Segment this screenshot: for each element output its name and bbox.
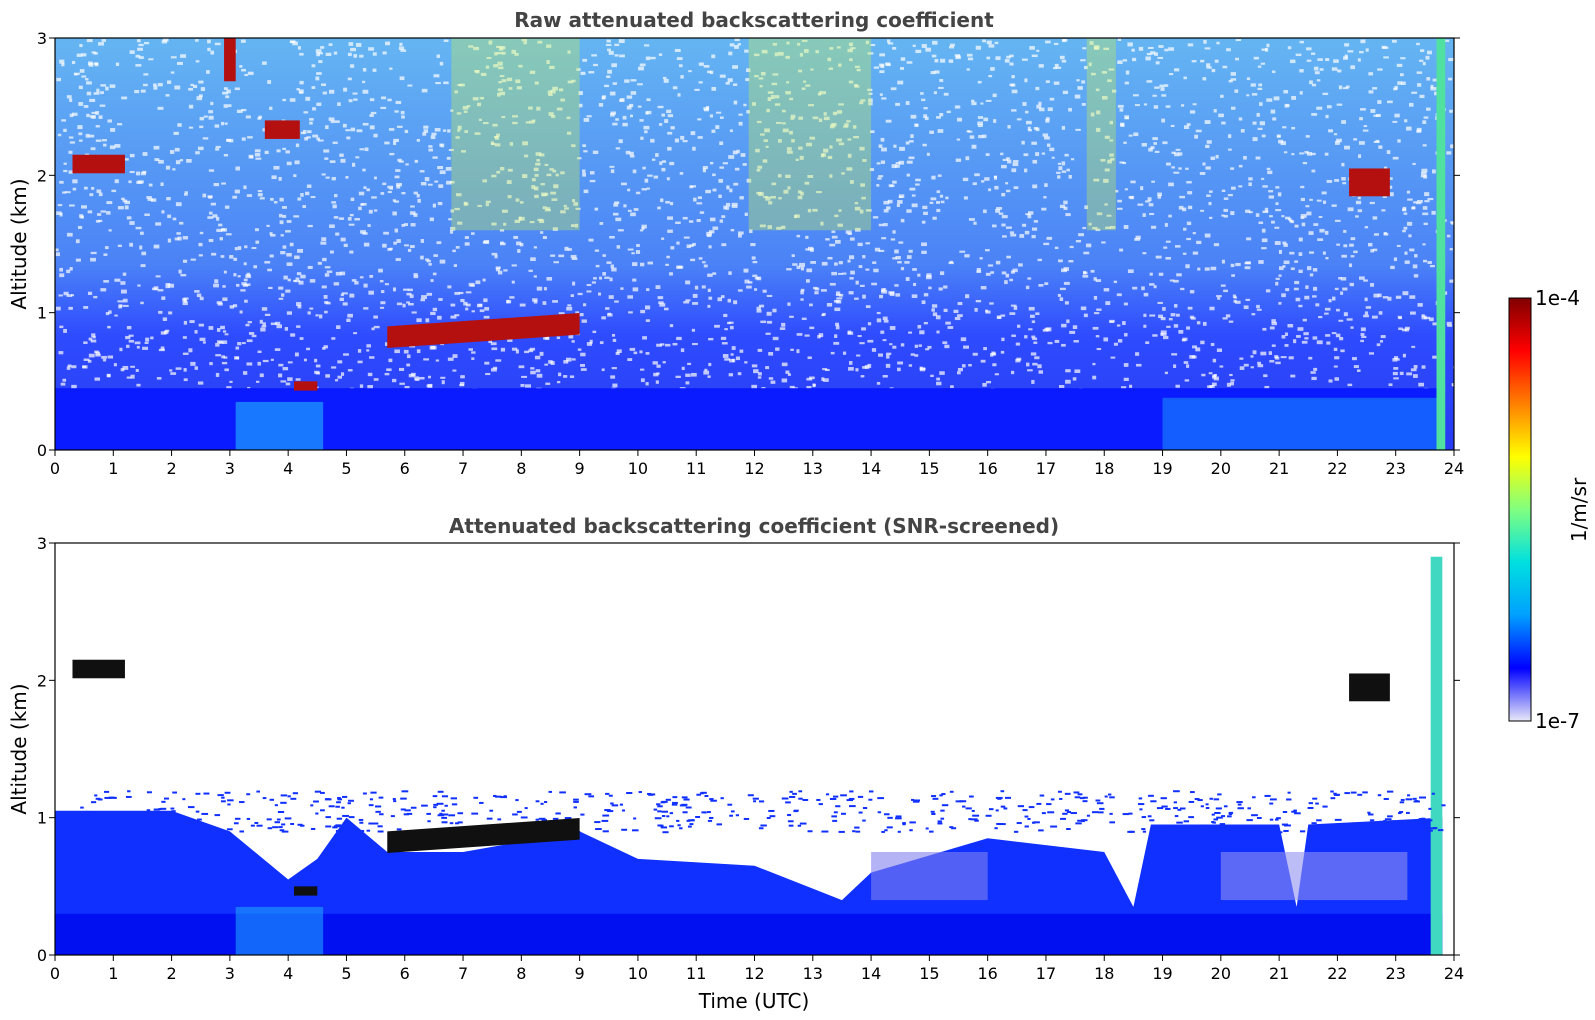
x-tick-label: 6 xyxy=(400,459,410,478)
y-tick-label: 3 xyxy=(37,534,47,553)
x-tick-label: 9 xyxy=(575,964,585,983)
colorbar-max-label: 1e-4 xyxy=(1535,286,1580,310)
x-tick-label: 18 xyxy=(1094,459,1114,478)
cloud-feature xyxy=(72,659,125,679)
y-tick-label: 2 xyxy=(37,166,47,185)
cloud-feature xyxy=(1349,673,1390,702)
x-tick-label: 0 xyxy=(50,459,60,478)
x-tick-label: 8 xyxy=(516,964,526,983)
colorbar: 1e-4 1e-7 1/m/sr xyxy=(1508,286,1591,733)
y-axis-label: Altitude (km) xyxy=(7,683,31,814)
axis-ticks: 0 1 2 3 4 5 6 7 8 9 10 11 12 13 14 15 16 17 18 19 20 21 22 23 24… xyxy=(37,534,1464,983)
cloud-feature xyxy=(387,312,580,349)
x-tick-label: 23 xyxy=(1386,964,1406,983)
x-tick-label: 21 xyxy=(1269,964,1289,983)
x-tick-label: 13 xyxy=(803,964,823,983)
panel-snr: Attenuated backscattering coefficient (S… xyxy=(7,514,1464,1013)
x-tick-label: 9 xyxy=(575,459,585,478)
x-tick-label: 24 xyxy=(1444,459,1464,478)
x-tick-label: 3 xyxy=(225,964,235,983)
cloud-feature xyxy=(224,38,236,82)
heatmap-area xyxy=(55,543,1454,955)
x-tick-label: 17 xyxy=(1036,459,1056,478)
heatmap xyxy=(55,543,1454,955)
x-tick-label: 19 xyxy=(1152,964,1172,983)
heatmap-cells xyxy=(55,543,1454,955)
x-tick-label: 20 xyxy=(1211,964,1231,983)
x-tick-label: 1 xyxy=(108,964,118,983)
cloud-feature xyxy=(1349,168,1390,197)
y-tick-label: 2 xyxy=(37,671,47,690)
cloud-feature xyxy=(72,154,125,174)
colorbar-gradient xyxy=(1509,298,1531,721)
heatmap-cells xyxy=(55,38,1454,450)
x-tick-label: 8 xyxy=(516,459,526,478)
x-tick-label: 16 xyxy=(977,964,997,983)
panel-title: Attenuated backscattering coefficient (S… xyxy=(449,514,1059,538)
x-tick-label: 2 xyxy=(166,964,176,983)
x-tick-label: 1 xyxy=(108,459,118,478)
x-tick-label: 6 xyxy=(400,964,410,983)
x-tick-label: 10 xyxy=(628,964,648,983)
y-tick-label: 0 xyxy=(37,946,47,965)
x-tick-label: 21 xyxy=(1269,459,1289,478)
x-tick-label: 2 xyxy=(166,459,176,478)
y-tick-label: 3 xyxy=(37,29,47,48)
x-tick-label: 13 xyxy=(803,459,823,478)
x-tick-label: 22 xyxy=(1327,459,1347,478)
x-tick-label: 0 xyxy=(50,964,60,983)
axis-ticks: 0 1 2 3 4 5 6 7 8 9 10 11 12 13 14 15 16 17 18 19 20 21 22 23 24… xyxy=(37,29,1464,478)
x-tick-label: 22 xyxy=(1327,964,1347,983)
x-tick-label: 3 xyxy=(225,459,235,478)
x-axis-label: Time (UTC) xyxy=(698,989,810,1013)
x-tick-label: 23 xyxy=(1386,459,1406,478)
x-tick-label: 15 xyxy=(919,459,939,478)
heatmap-area xyxy=(55,38,1454,450)
x-tick-label: 14 xyxy=(861,964,881,983)
x-tick-label: 5 xyxy=(341,964,351,983)
x-tick-label: 4 xyxy=(283,459,293,478)
cloud-feature xyxy=(387,817,580,854)
x-tick-label: 7 xyxy=(458,964,468,983)
y-tick-label: 1 xyxy=(37,304,47,323)
x-tick-label: 11 xyxy=(686,459,706,478)
x-tick-label: 10 xyxy=(628,459,648,478)
x-tick-label: 12 xyxy=(744,964,764,983)
x-tick-label: 5 xyxy=(341,459,351,478)
y-tick-label: 1 xyxy=(37,809,47,828)
x-tick-label: 17 xyxy=(1036,964,1056,983)
panel-raw: Raw attenuated backscattering coefficien… xyxy=(7,8,1464,478)
x-tick-label: 14 xyxy=(861,459,881,478)
heatmap xyxy=(55,38,1454,450)
x-tick-label: 7 xyxy=(458,459,468,478)
colorbar-label: 1/m/sr xyxy=(1567,477,1591,542)
panel-title: Raw attenuated backscattering coefficien… xyxy=(514,8,994,32)
y-axis-label: Altitude (km) xyxy=(7,178,31,309)
cloud-feature xyxy=(293,381,318,391)
x-tick-label: 19 xyxy=(1152,459,1172,478)
colorbar-min-label: 1e-7 xyxy=(1535,709,1580,733)
x-tick-label: 24 xyxy=(1444,964,1464,983)
x-tick-label: 18 xyxy=(1094,964,1114,983)
x-tick-label: 11 xyxy=(686,964,706,983)
x-tick-label: 20 xyxy=(1211,459,1231,478)
cloud-feature xyxy=(293,886,318,896)
colorbar-frame xyxy=(1508,297,1532,722)
y-tick-label: 0 xyxy=(37,441,47,460)
x-tick-label: 12 xyxy=(744,459,764,478)
x-tick-label: 4 xyxy=(283,964,293,983)
x-tick-label: 15 xyxy=(919,964,939,983)
x-tick-label: 16 xyxy=(977,459,997,478)
cloud-feature xyxy=(264,120,300,139)
